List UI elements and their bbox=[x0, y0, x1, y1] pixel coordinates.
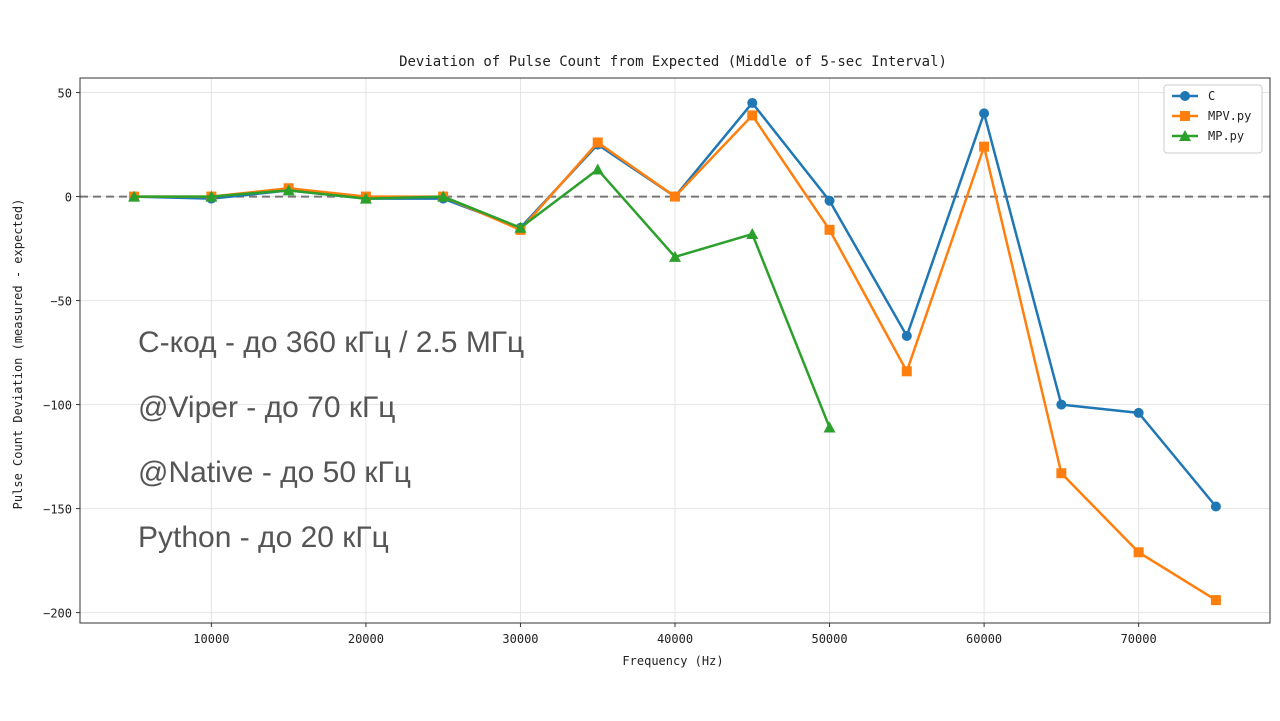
x-tick-label: 10000 bbox=[193, 632, 229, 646]
annotation-block: C-код - до 360 кГц / 2.5 МГц @Viper - до… bbox=[138, 318, 524, 578]
series-mp-py bbox=[128, 163, 836, 433]
data-point bbox=[901, 366, 912, 377]
annotation-python: Python - до 20 кГц bbox=[138, 521, 389, 554]
annotation-viper: @Viper - до 70 кГц bbox=[138, 391, 396, 424]
data-point bbox=[747, 110, 758, 121]
x-ticks: 10000 20000 30000 40000 50000 60000 70000 bbox=[193, 623, 1157, 646]
data-point bbox=[128, 190, 141, 202]
x-tick-label: 50000 bbox=[811, 632, 847, 646]
data-point bbox=[1210, 501, 1221, 512]
y-tick-label: −50 bbox=[50, 295, 72, 309]
legend-swatch-marker bbox=[1180, 111, 1190, 121]
series-line bbox=[134, 168, 831, 428]
legend-label: C bbox=[1208, 89, 1215, 103]
data-point bbox=[669, 250, 681, 262]
x-tick-label: 60000 bbox=[966, 632, 1002, 646]
data-point bbox=[1210, 595, 1221, 606]
legend-swatch-marker bbox=[1180, 91, 1190, 101]
x-axis-label: Frequency (Hz) bbox=[622, 654, 723, 668]
data-point bbox=[591, 163, 604, 175]
data-point bbox=[592, 137, 603, 148]
x-tick-label: 30000 bbox=[502, 632, 538, 646]
x-tick-label: 20000 bbox=[348, 632, 384, 646]
data-point bbox=[1056, 468, 1067, 479]
legend-label: MP.py bbox=[1208, 129, 1244, 143]
legend: C MPV.py MP.py bbox=[1163, 84, 1263, 154]
y-axis-label: Pulse Count Deviation (measured - expect… bbox=[11, 199, 25, 510]
data-point bbox=[824, 195, 835, 206]
legend-label: MPV.py bbox=[1208, 109, 1251, 123]
series-mpv-py bbox=[129, 110, 1221, 606]
series-layer bbox=[128, 97, 1221, 606]
x-tick-label: 40000 bbox=[657, 632, 693, 646]
data-point bbox=[359, 192, 372, 204]
y-tick-label: 50 bbox=[58, 87, 72, 101]
annotation-native: @Native - до 50 кГц bbox=[138, 456, 411, 489]
y-tick-label: 0 bbox=[65, 191, 72, 205]
chart-title: Deviation of Pulse Count from Expected (… bbox=[399, 54, 947, 70]
annotation-c-code: C-код - до 360 кГц / 2.5 МГц bbox=[138, 326, 525, 359]
y-tick-label: −200 bbox=[43, 607, 72, 621]
legend-swatch-marker bbox=[1179, 130, 1191, 141]
data-point bbox=[1133, 407, 1144, 418]
data-point bbox=[1133, 547, 1144, 558]
data-point bbox=[205, 190, 218, 202]
data-point bbox=[437, 190, 450, 202]
data-point bbox=[901, 330, 912, 341]
data-point bbox=[979, 108, 990, 119]
data-point bbox=[979, 141, 990, 152]
data-point bbox=[824, 224, 835, 235]
data-point bbox=[823, 421, 836, 433]
x-tick-label: 70000 bbox=[1121, 632, 1157, 646]
data-point bbox=[514, 221, 527, 233]
y-tick-label: −100 bbox=[43, 399, 72, 413]
y-ticks: 50 0 −50 −100 −150 −200 bbox=[43, 87, 80, 621]
data-point bbox=[747, 97, 758, 108]
y-tick-label: −150 bbox=[43, 503, 72, 517]
data-point bbox=[746, 228, 759, 240]
data-point bbox=[1056, 399, 1067, 410]
data-point bbox=[282, 184, 295, 196]
data-point bbox=[670, 191, 680, 202]
